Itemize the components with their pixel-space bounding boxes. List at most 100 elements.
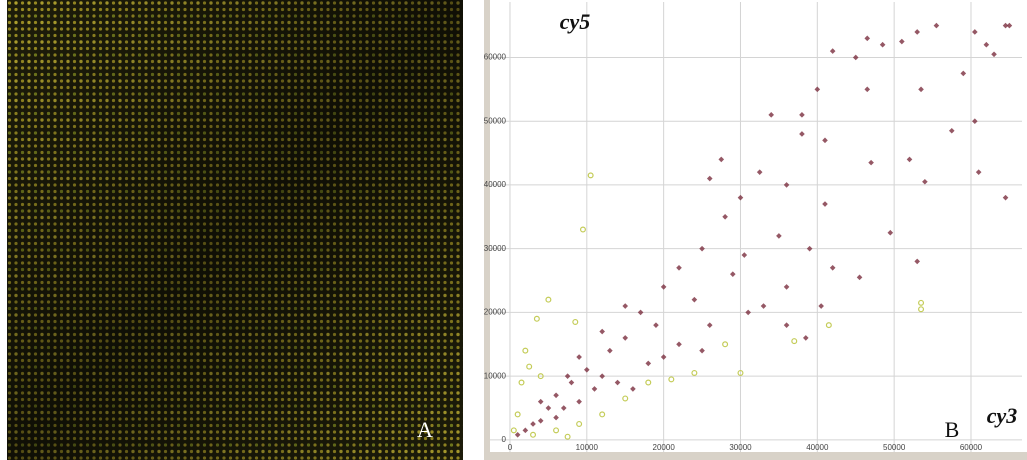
point <box>645 360 652 367</box>
point <box>806 245 813 252</box>
point <box>533 315 540 322</box>
point <box>887 229 894 236</box>
point <box>972 29 978 35</box>
microarray-panel: A <box>7 0 463 460</box>
point <box>599 328 605 335</box>
x-tick-label: 60000 <box>960 443 983 452</box>
frame <box>484 0 490 460</box>
point <box>530 421 536 427</box>
point <box>637 309 644 316</box>
point <box>868 159 874 166</box>
point <box>745 309 751 316</box>
point <box>914 29 920 35</box>
point <box>576 420 583 427</box>
point <box>741 252 748 258</box>
point <box>622 395 629 402</box>
point <box>526 363 533 370</box>
point <box>776 233 782 239</box>
point <box>818 303 824 309</box>
point <box>599 411 606 418</box>
y-tick-label: 10000 <box>484 371 507 380</box>
point <box>906 156 913 163</box>
point <box>660 354 667 360</box>
point <box>668 376 675 383</box>
x-tick-label: 40000 <box>806 443 829 452</box>
point <box>864 35 871 42</box>
point <box>799 131 805 137</box>
point <box>522 347 529 354</box>
x-tick-label: 0 <box>508 443 513 452</box>
point <box>676 264 682 271</box>
point <box>783 322 790 328</box>
y-tick-label: 60000 <box>484 53 507 62</box>
point <box>553 414 559 421</box>
y-tick-label: 20000 <box>484 308 507 317</box>
point <box>829 264 836 271</box>
point <box>587 172 594 179</box>
x-tick-label: 20000 <box>653 443 676 452</box>
point <box>1002 194 1009 201</box>
point <box>737 194 744 201</box>
y-tick-label: 50000 <box>484 116 507 125</box>
point <box>822 201 828 207</box>
point <box>518 379 525 386</box>
point <box>706 322 713 328</box>
point <box>630 386 636 392</box>
point <box>933 22 940 29</box>
point <box>879 41 886 48</box>
point <box>975 169 982 175</box>
point <box>972 118 978 124</box>
point <box>822 137 828 144</box>
point <box>545 405 552 411</box>
point <box>991 51 997 58</box>
point <box>802 335 809 341</box>
point <box>530 431 537 438</box>
frame <box>484 452 1027 460</box>
point <box>737 369 744 376</box>
point <box>537 373 544 380</box>
y-tick-label: 40000 <box>484 180 507 189</box>
point <box>579 226 586 233</box>
point <box>899 38 905 45</box>
point <box>514 431 521 438</box>
point <box>814 86 821 93</box>
point <box>537 417 544 424</box>
y-tick-label: 30000 <box>484 244 507 253</box>
point <box>553 392 559 399</box>
point <box>510 427 517 434</box>
point <box>768 112 775 118</box>
point <box>783 284 790 290</box>
y-tick-label: 0 <box>502 435 507 444</box>
point <box>718 156 725 163</box>
point <box>948 127 955 134</box>
point <box>756 169 763 175</box>
y-axis-label: cy5 <box>560 9 591 34</box>
point <box>564 373 571 379</box>
point <box>645 379 652 386</box>
point <box>568 379 575 386</box>
point <box>783 182 790 188</box>
point <box>829 48 836 54</box>
point <box>791 338 798 345</box>
point <box>691 296 698 303</box>
point <box>653 322 659 328</box>
point <box>614 379 621 386</box>
point <box>560 405 567 411</box>
point <box>914 258 920 265</box>
point <box>922 178 928 185</box>
point <box>699 245 705 252</box>
point <box>825 322 832 329</box>
point <box>722 214 728 220</box>
point <box>576 354 582 360</box>
x-tick-label: 10000 <box>576 443 599 452</box>
scatter-panel: 0 10000 20000 30000 40000 50000 60000 0 10000 200… <box>484 2 1022 452</box>
x-axis-label: cy3 <box>987 403 1018 428</box>
point <box>799 112 805 118</box>
point <box>599 373 605 379</box>
point <box>983 41 990 48</box>
point <box>607 347 613 354</box>
point <box>622 335 629 341</box>
point <box>537 398 544 405</box>
point <box>699 347 705 354</box>
